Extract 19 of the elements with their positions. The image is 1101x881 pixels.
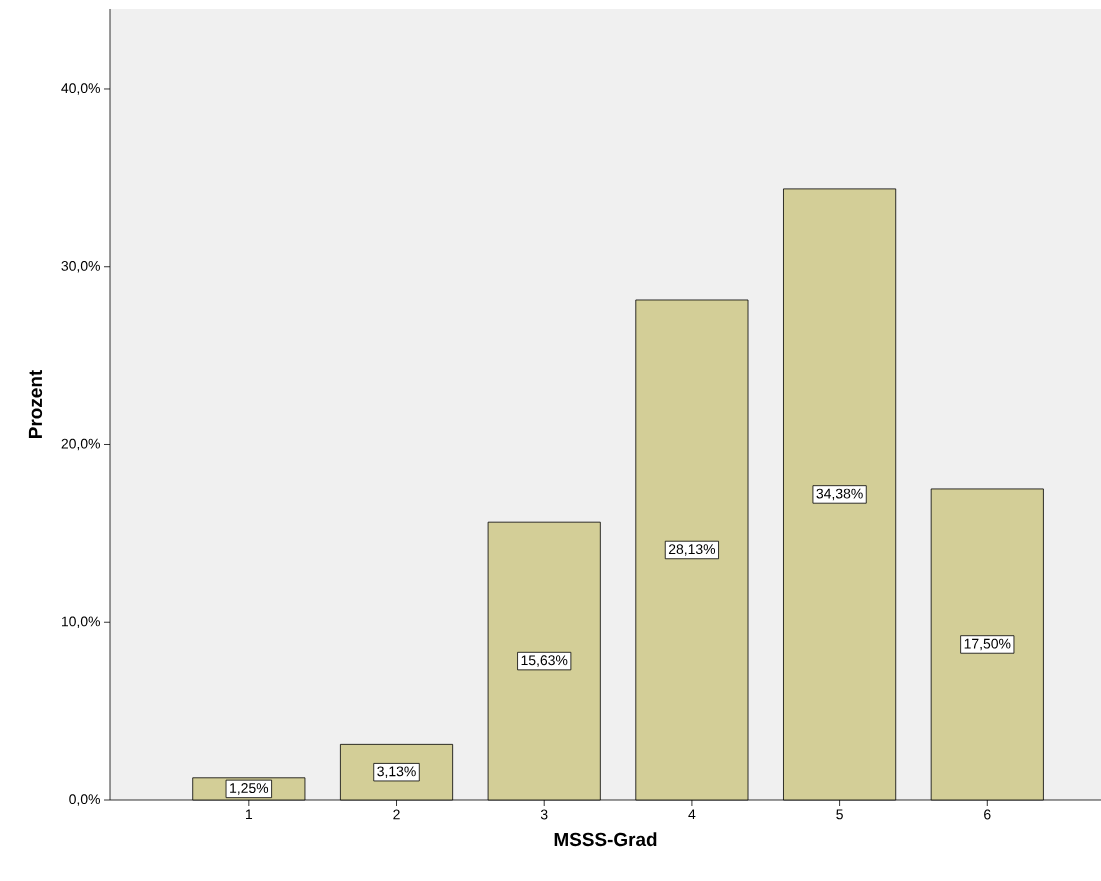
x-tick-label: 3 [540,809,548,820]
x-tick-label: 5 [836,809,843,820]
x-tick-label: 1 [246,809,253,820]
data-label: 34,38% [816,488,863,501]
data-label: 3,13% [377,766,416,778]
y-axis-title: Prozent [28,370,43,438]
y-tick-label: 20,0% [61,438,100,451]
data-label: 28,13% [668,544,716,556]
y-tick-label: 30,0% [61,260,100,273]
x-tick-label: 2 [393,809,400,820]
y-tick-label: 40,0% [61,83,100,95]
y-tick-label: 10,0% [61,616,100,628]
data-label: 1,25% [230,783,269,795]
data-label: 15,63% [521,655,568,667]
x-tick-label: 4 [688,809,696,820]
data-label: 17,50% [964,638,1011,651]
x-axis-title: MSSS-Grad [554,832,657,847]
y-tick-label: 0,0% [69,794,100,806]
x-tick-label: 6 [984,809,991,820]
